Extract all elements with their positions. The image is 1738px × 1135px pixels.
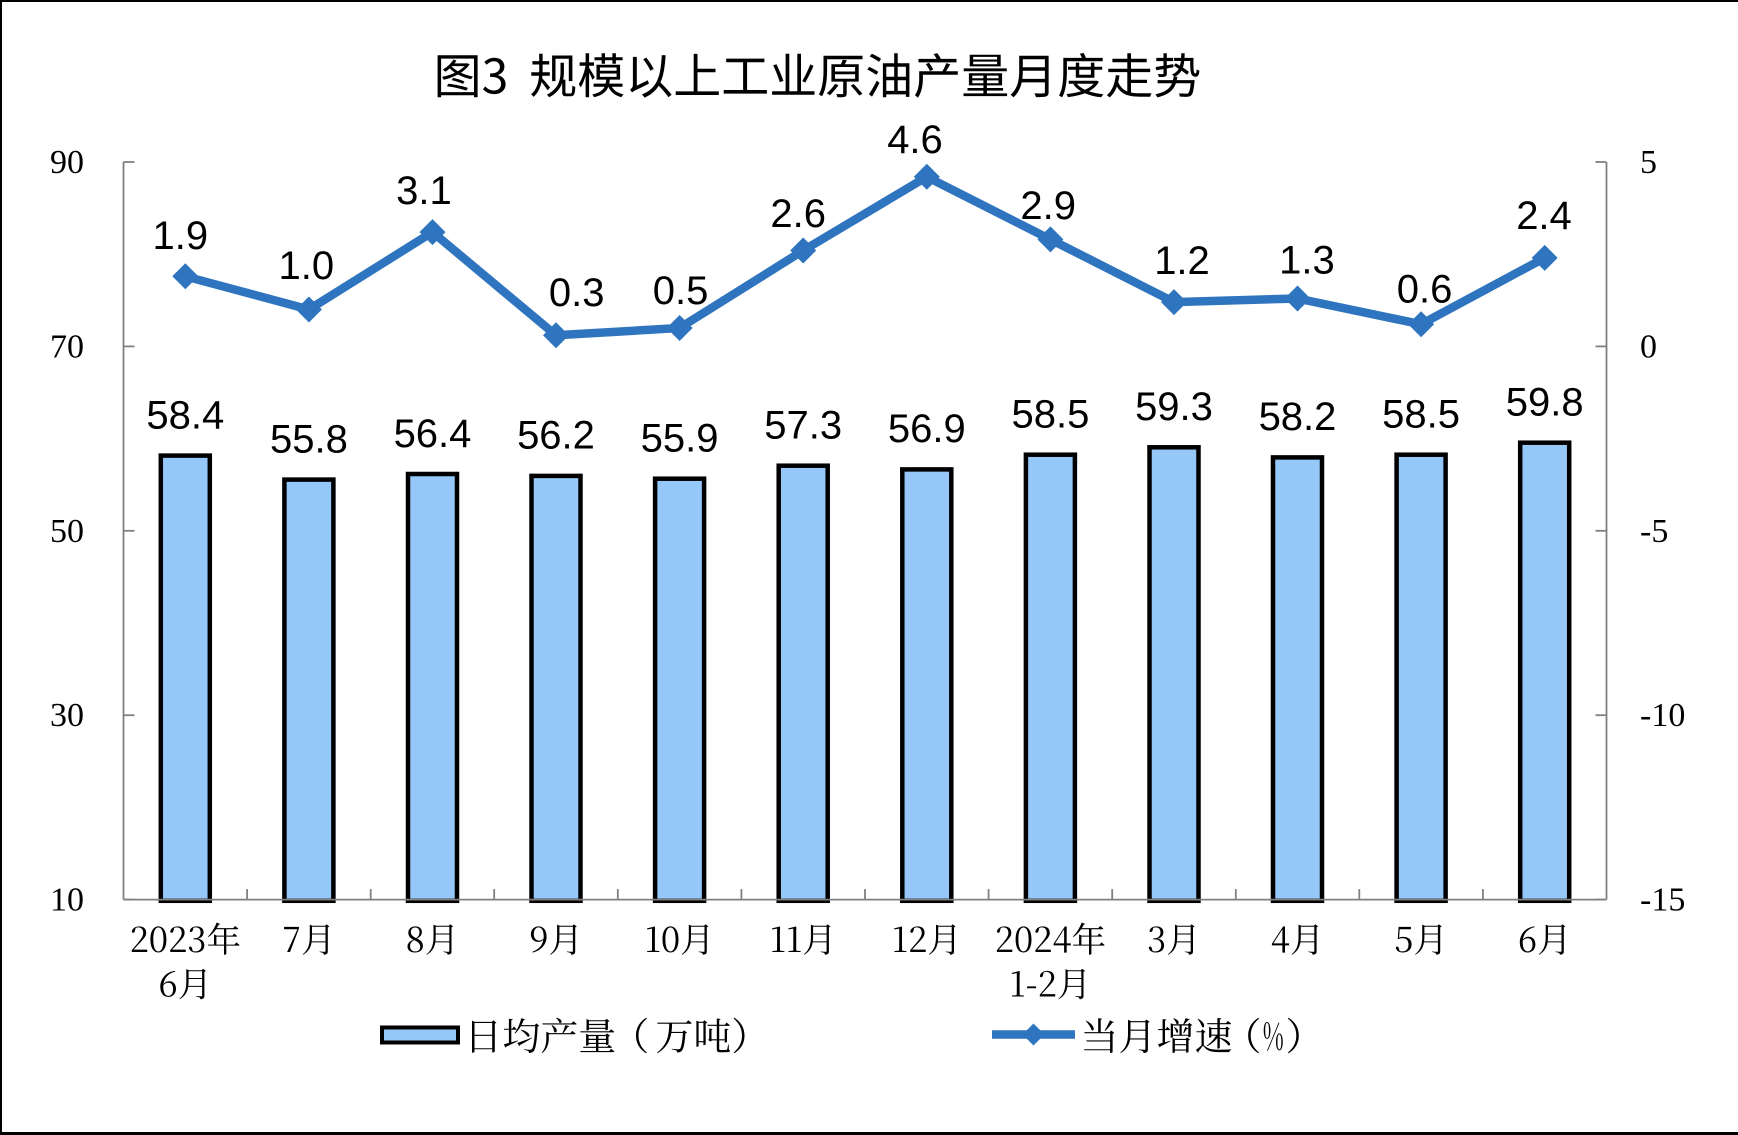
svg-text:58.2: 58.2: [1259, 395, 1337, 439]
svg-text:0.5: 0.5: [653, 269, 709, 313]
svg-text:58.5: 58.5: [1382, 392, 1460, 436]
svg-text:-15: -15: [1640, 882, 1685, 919]
svg-text:10: 10: [50, 882, 84, 919]
svg-text:57.3: 57.3: [764, 404, 842, 448]
svg-text:30: 30: [50, 697, 84, 734]
svg-text:70: 70: [50, 328, 84, 365]
svg-text:0: 0: [1640, 328, 1657, 365]
svg-text:55.9: 55.9: [641, 416, 719, 460]
svg-text:55.8: 55.8: [270, 417, 348, 461]
svg-text:5: 5: [1640, 144, 1657, 181]
svg-text:1.0: 1.0: [278, 244, 334, 288]
svg-text:59.3: 59.3: [1135, 385, 1213, 429]
svg-text:-5: -5: [1640, 513, 1668, 550]
svg-text:56.2: 56.2: [517, 414, 595, 458]
svg-text:50: 50: [50, 513, 84, 550]
svg-text:1.3: 1.3: [1279, 239, 1335, 283]
svg-text:58.4: 58.4: [146, 393, 224, 437]
svg-text:90: 90: [50, 144, 84, 181]
svg-text:3.1: 3.1: [396, 169, 452, 213]
svg-text:-10: -10: [1640, 697, 1685, 734]
svg-text:0.6: 0.6: [1397, 267, 1453, 311]
svg-text:1.9: 1.9: [152, 214, 208, 258]
svg-text:56.9: 56.9: [888, 407, 966, 451]
svg-text:1.2: 1.2: [1154, 239, 1210, 283]
svg-text:4.6: 4.6: [887, 118, 943, 162]
svg-text:2.4: 2.4: [1516, 194, 1572, 238]
svg-text:2.9: 2.9: [1020, 184, 1076, 228]
svg-text:58.5: 58.5: [1011, 392, 1089, 436]
svg-text:0.3: 0.3: [549, 271, 605, 315]
svg-text:56.4: 56.4: [394, 412, 472, 456]
svg-text:2.6: 2.6: [770, 192, 826, 236]
svg-text:59.8: 59.8: [1506, 380, 1584, 424]
